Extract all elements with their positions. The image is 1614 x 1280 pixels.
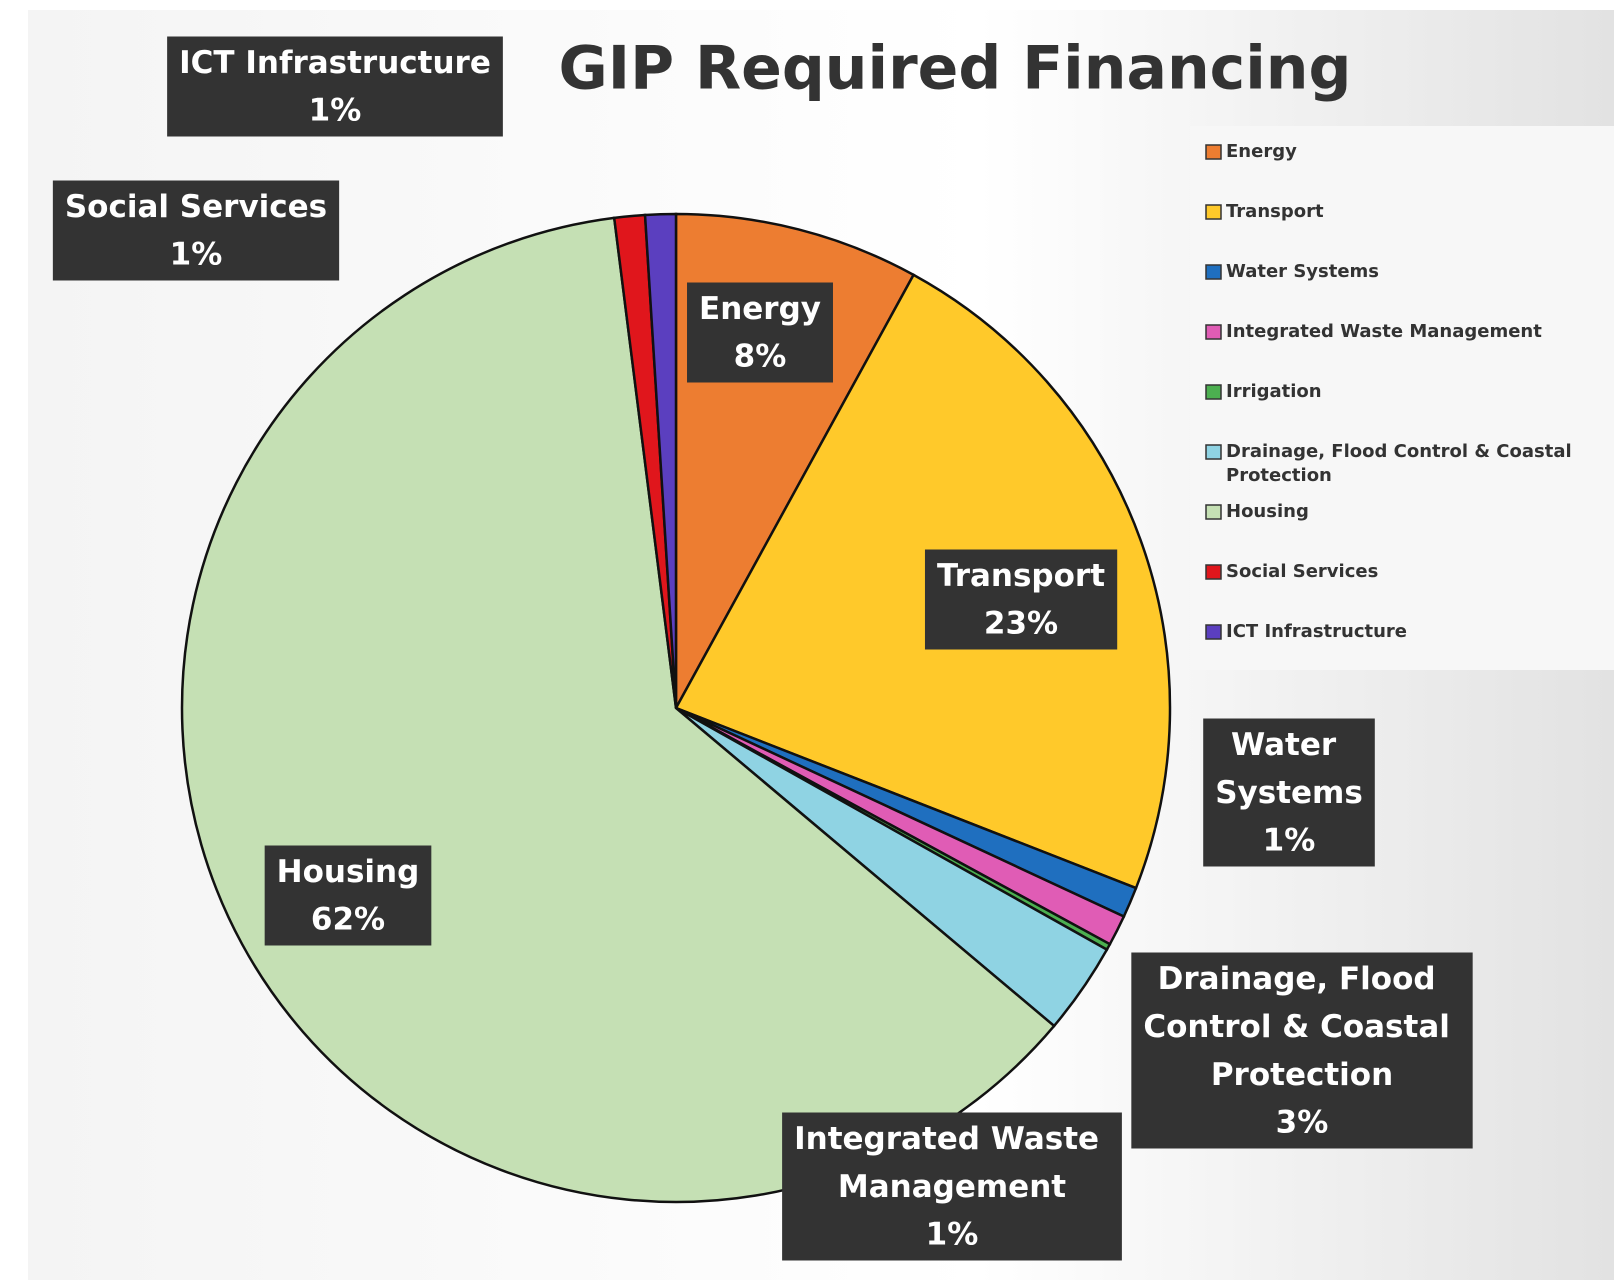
pie-slice bbox=[643, 212, 678, 709]
legend-label: Housing bbox=[1226, 501, 1309, 522]
legend-swatch bbox=[1205, 204, 1222, 220]
legend-label: Irrigation bbox=[1226, 381, 1322, 402]
data-label-box bbox=[782, 1112, 1122, 1261]
data-label-value: 1% bbox=[926, 1217, 979, 1253]
legend-label: Energy bbox=[1226, 141, 1297, 162]
legend-swatch bbox=[1205, 624, 1222, 640]
chart-title: GIP Required Financing bbox=[559, 34, 1352, 104]
data-label: Transport 23% bbox=[924, 549, 1118, 650]
data-label-value: 1% bbox=[309, 93, 362, 129]
legend-label: Integrated Waste Management bbox=[1226, 321, 1542, 342]
legend-box bbox=[1190, 126, 1614, 670]
data-label: Water Systems 1% bbox=[1203, 718, 1375, 867]
data-label-name: ICT Infrastructure bbox=[179, 45, 491, 81]
legend-swatch bbox=[1205, 504, 1222, 520]
legend-swatch bbox=[1205, 444, 1222, 460]
data-label: Energy 8% bbox=[687, 282, 833, 383]
data-label-name: Drainage, Flood Control & Coastal Protec… bbox=[1143, 961, 1460, 1093]
legend-label: Drainage, Flood Control & Coastal Protec… bbox=[1226, 441, 1578, 486]
data-label-value: 3% bbox=[1276, 1105, 1329, 1141]
data-label-name: Integrated Waste Management bbox=[794, 1121, 1110, 1205]
legend-label: Water Systems bbox=[1226, 261, 1379, 282]
legend-swatch bbox=[1205, 264, 1222, 280]
data-label: ICT Infrastructure 1% bbox=[167, 36, 503, 137]
data-label-name: Social Services bbox=[65, 189, 327, 225]
pie-slice bbox=[674, 273, 1172, 890]
data-label: Housing 62% bbox=[264, 845, 432, 946]
data-label-box bbox=[167, 36, 503, 137]
data-label-value: 23% bbox=[984, 606, 1058, 642]
data-label-name: Housing bbox=[277, 854, 420, 890]
data-label: Integrated Waste Management 1% bbox=[782, 1112, 1122, 1261]
legend-label: ICT Infrastructure bbox=[1226, 621, 1407, 642]
data-label-value: 1% bbox=[170, 237, 223, 273]
legend-swatch bbox=[1205, 144, 1222, 160]
data-label: Drainage, Flood Control & Coastal Protec… bbox=[1131, 952, 1473, 1149]
legend-swatch bbox=[1205, 384, 1222, 400]
data-label-box bbox=[1203, 718, 1375, 867]
legend-label: Social Services bbox=[1226, 561, 1378, 582]
data-label-value: 62% bbox=[311, 902, 385, 938]
data-label-name: Transport bbox=[937, 558, 1105, 594]
data-label-box bbox=[687, 282, 833, 383]
data-label-box bbox=[264, 845, 432, 946]
data-label-box bbox=[924, 549, 1118, 650]
legend-swatch bbox=[1205, 564, 1222, 580]
data-label-name: Energy bbox=[699, 291, 821, 327]
legend-swatch bbox=[1205, 324, 1222, 340]
data-label-box bbox=[52, 180, 340, 281]
data-label-box bbox=[1131, 952, 1473, 1149]
data-label-value: 8% bbox=[734, 339, 787, 375]
data-label-name: Water Systems bbox=[1215, 727, 1363, 811]
legend-label: Transport bbox=[1226, 201, 1324, 222]
data-label-value: 1% bbox=[1263, 823, 1316, 859]
data-label: Social Services 1% bbox=[52, 180, 340, 281]
